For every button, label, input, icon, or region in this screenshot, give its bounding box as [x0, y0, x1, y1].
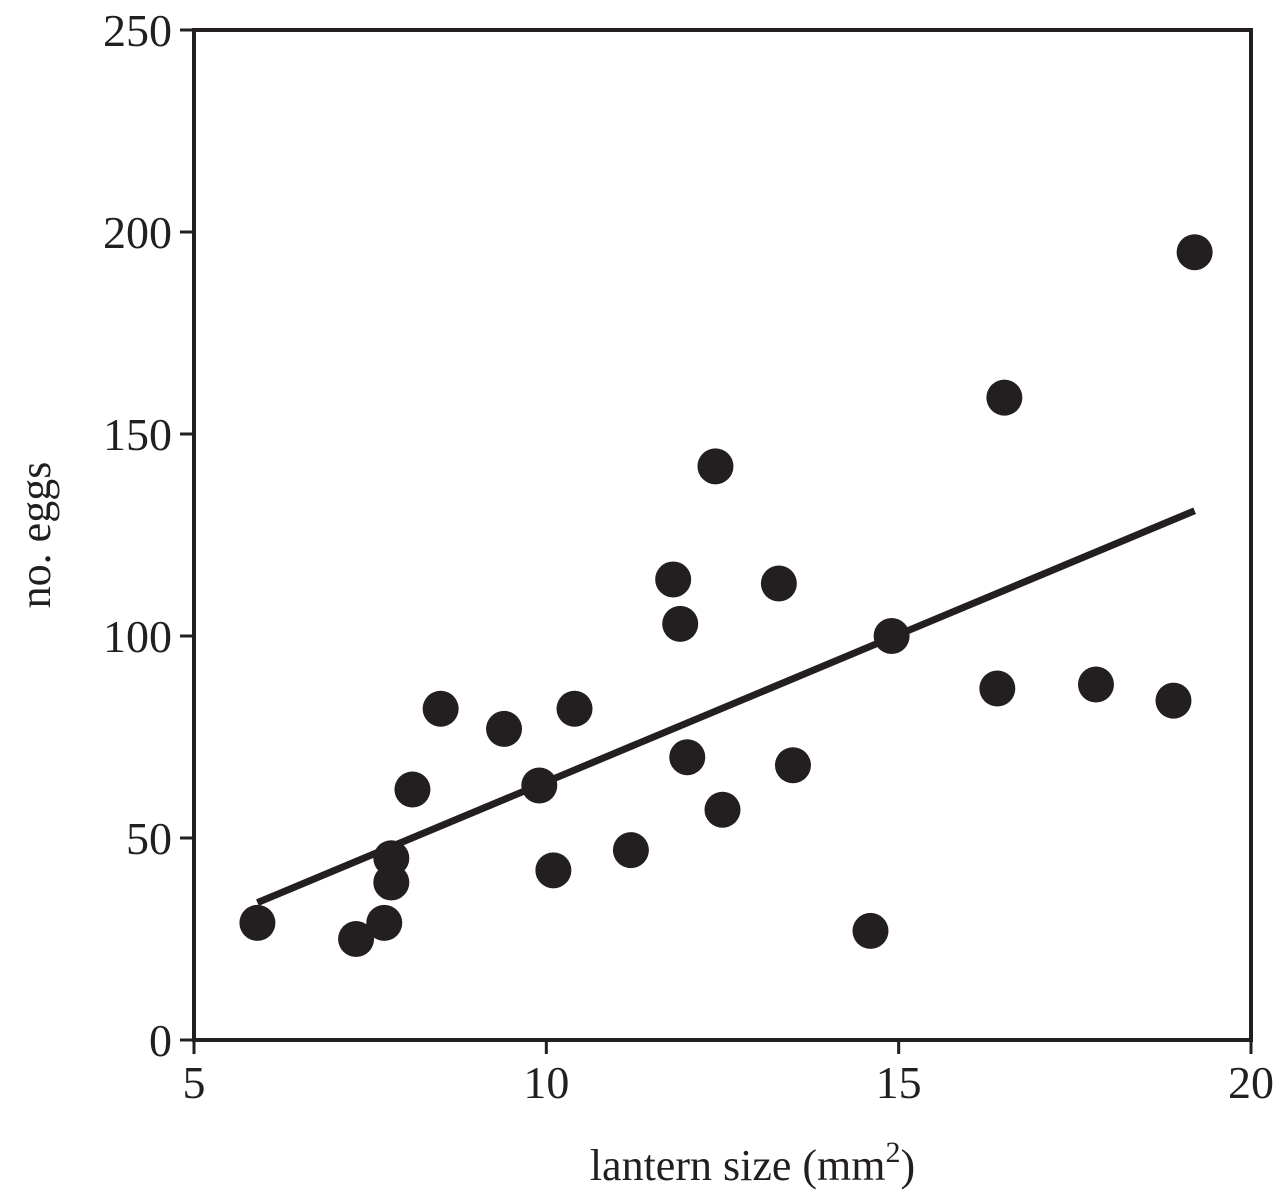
data-point [521, 767, 558, 804]
data-point [535, 852, 572, 889]
data-point [239, 904, 276, 941]
data-point [486, 710, 523, 747]
data-points [239, 234, 1213, 957]
y-tick-label: 100 [103, 611, 172, 662]
data-point [697, 448, 734, 485]
y-tick-label: 200 [103, 207, 172, 258]
data-point [986, 379, 1023, 416]
x-tick-label: 20 [1228, 1057, 1274, 1108]
y-tick-label: 50 [126, 813, 172, 864]
data-point [979, 670, 1016, 707]
x-axis-title-superscript: 2 [886, 1136, 901, 1169]
y-axis-ticks: 0 50 100 150 200 250 [103, 5, 194, 1066]
data-point [873, 618, 910, 654]
trendline [256, 507, 1196, 906]
x-tick-label: 10 [523, 1057, 569, 1108]
data-point [612, 832, 649, 869]
data-point [1155, 682, 1192, 719]
x-axis-title-suffix: ) [901, 1141, 916, 1190]
data-point [760, 565, 797, 602]
y-tick-label: 0 [149, 1015, 172, 1066]
data-point [422, 690, 459, 727]
x-axis-title: lantern size (mm2) [590, 1136, 915, 1190]
data-point [338, 921, 375, 957]
x-axis-ticks: 5 10 15 20 [183, 1040, 1274, 1108]
data-point [852, 912, 889, 949]
y-tick-label: 150 [103, 409, 172, 460]
trendline-group [256, 507, 1196, 906]
data-point [556, 690, 593, 727]
data-point [1077, 666, 1114, 703]
x-tick-label: 15 [876, 1057, 922, 1108]
y-axis-title: no. eggs [11, 462, 60, 609]
x-axis-title-main: lantern size (mm [590, 1141, 886, 1190]
data-point [704, 791, 741, 828]
data-point [662, 605, 699, 642]
y-tick-label: 250 [103, 5, 172, 56]
data-point [366, 904, 403, 941]
plot-area-frame [192, 28, 1253, 1042]
data-point [774, 747, 811, 784]
x-tick-label: 5 [183, 1057, 206, 1108]
data-point [1176, 234, 1213, 271]
data-point [655, 561, 692, 598]
data-point [373, 840, 410, 877]
data-point [669, 739, 706, 776]
data-point [394, 771, 431, 808]
